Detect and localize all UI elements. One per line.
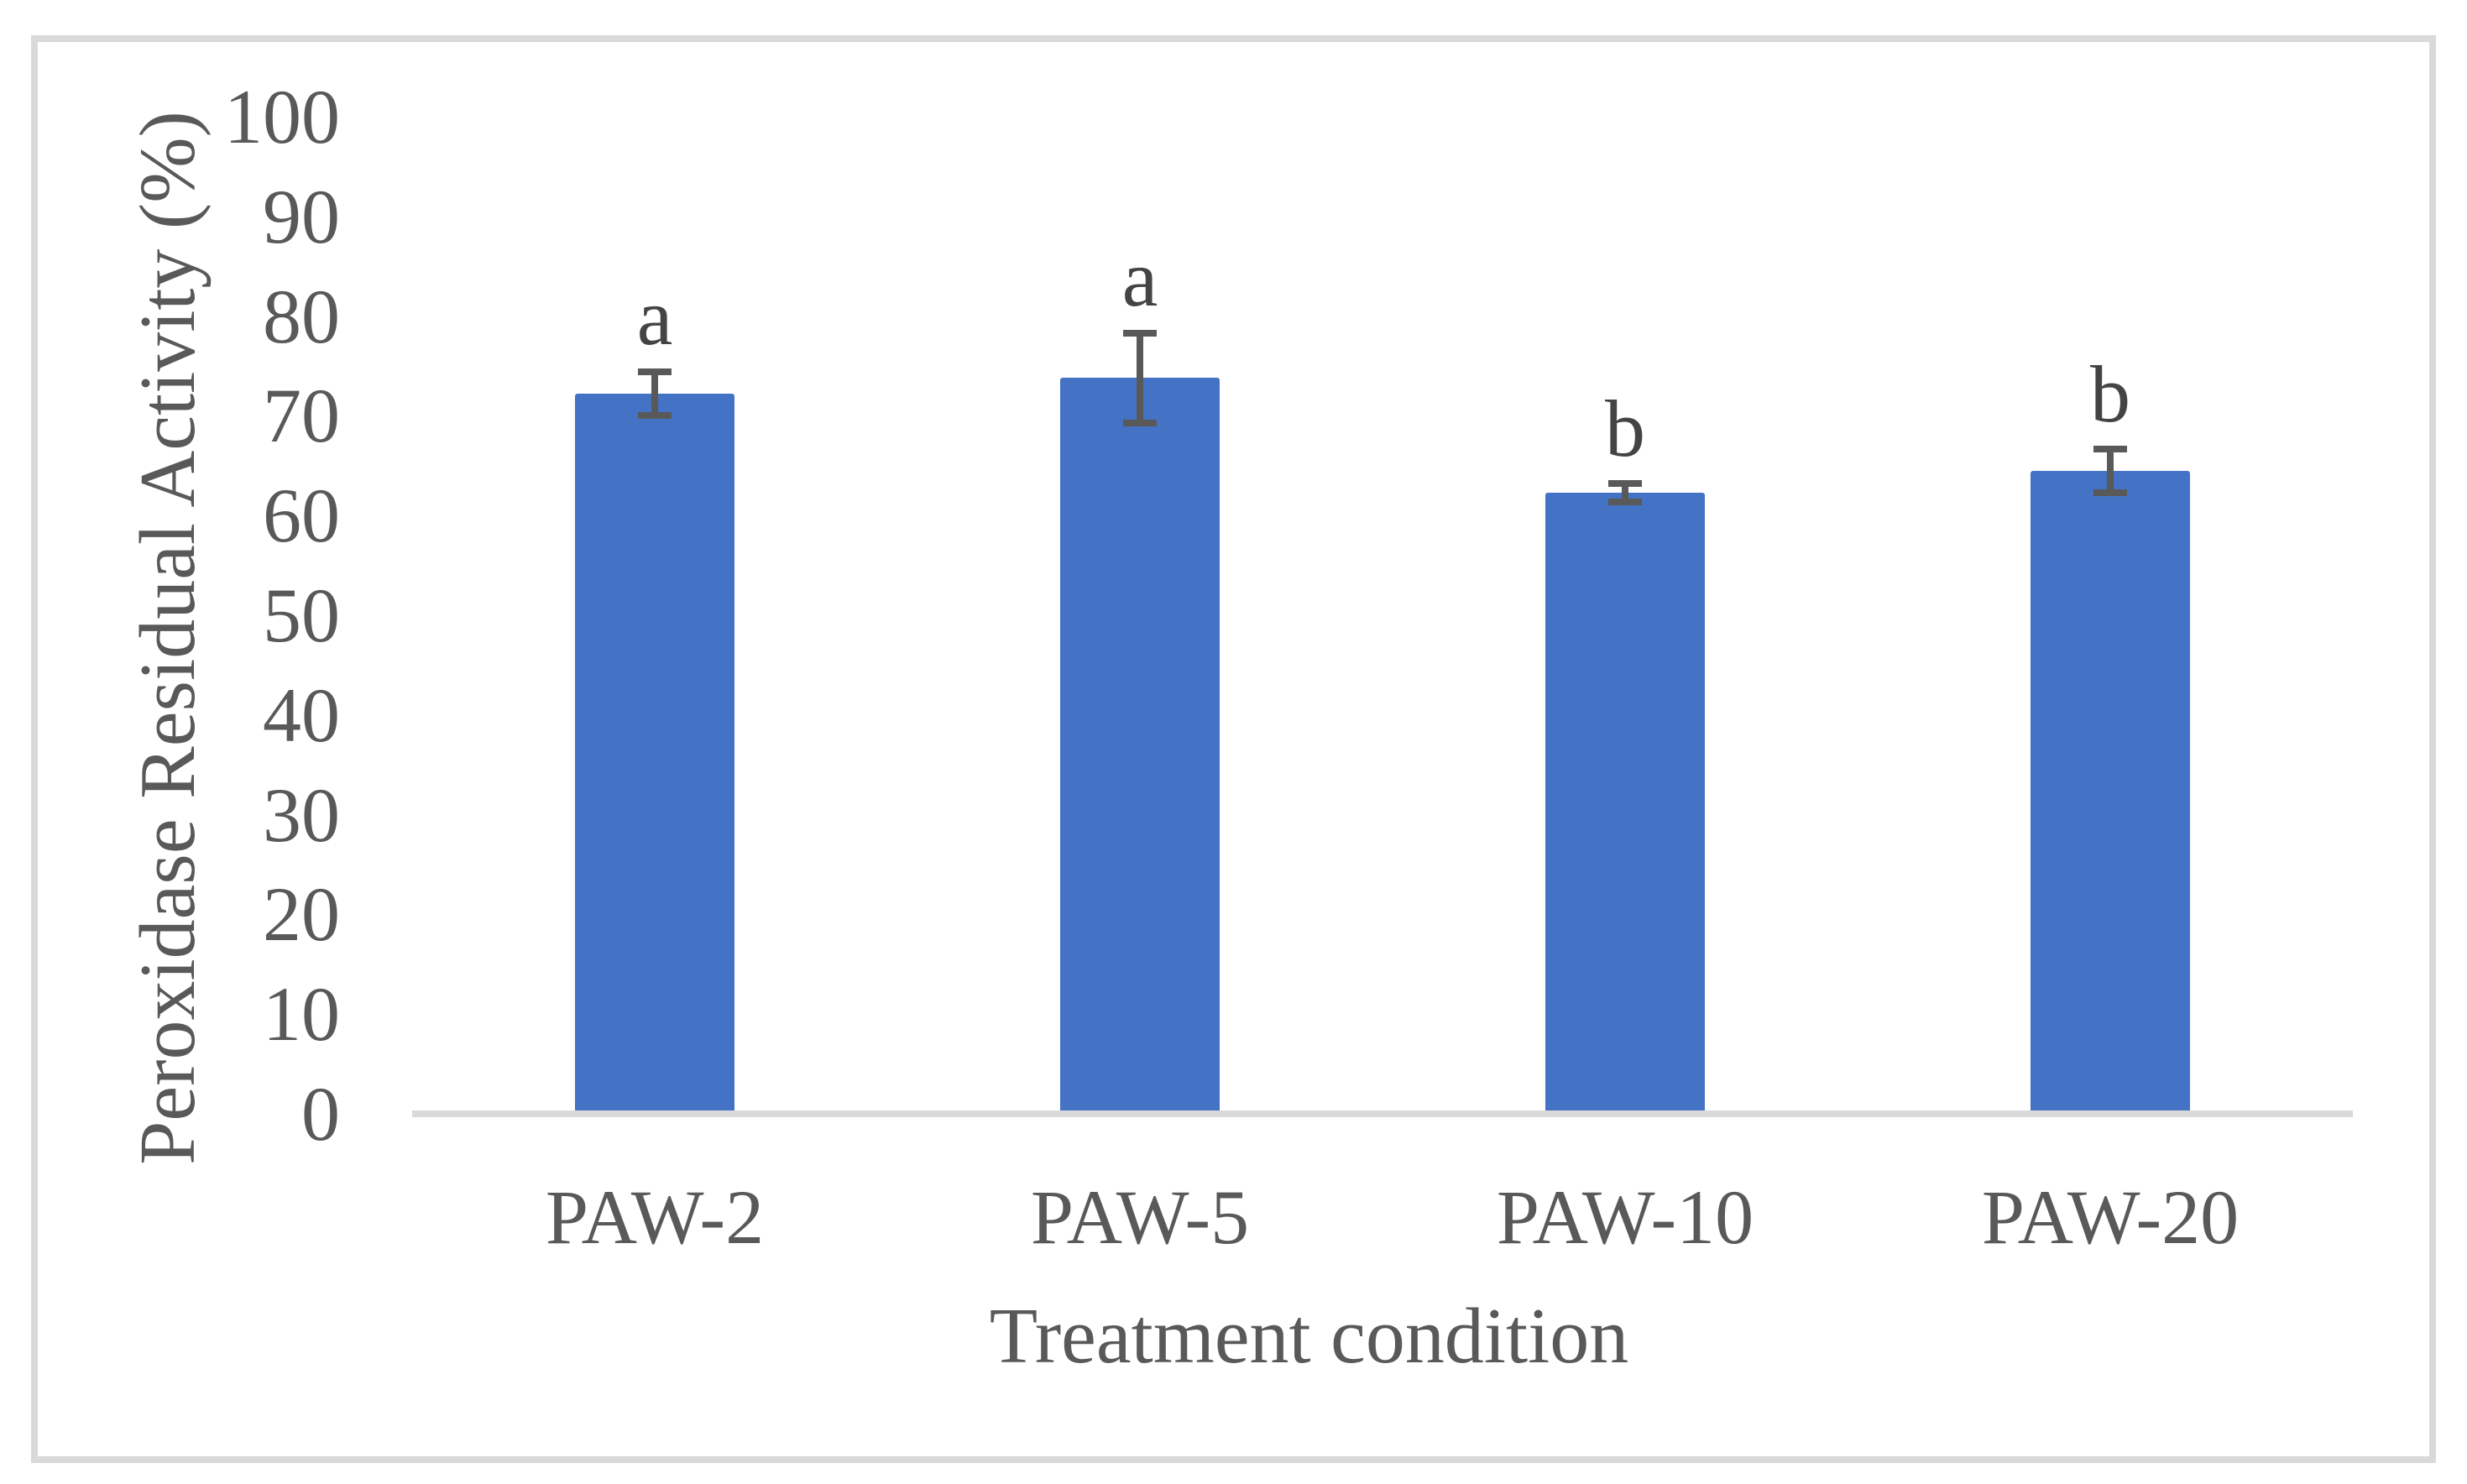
x-axis-line <box>412 1110 2353 1117</box>
error-bar-whisker <box>1137 332 1143 423</box>
y-tick-label: 80 <box>263 273 340 359</box>
x-axis-title: Treatment condition <box>0 1291 2467 1382</box>
x-category-label: PAW-10 <box>1496 1174 1754 1260</box>
x-category-label: PAW-2 <box>545 1174 765 1260</box>
error-bar-top-cap <box>2093 445 2127 452</box>
error-bar-bottom-cap <box>638 412 672 420</box>
y-tick-label: 70 <box>263 373 340 459</box>
y-tick-label: 40 <box>263 671 340 758</box>
y-tick-label: 30 <box>263 771 340 858</box>
y-tick-label: 100 <box>224 74 340 159</box>
y-tick-label: 10 <box>263 971 340 1058</box>
error-bar-bottom-cap <box>1608 498 1642 505</box>
bar <box>1545 492 1705 1110</box>
y-tick-label: 0 <box>301 1071 340 1157</box>
y-tick-label: 50 <box>263 572 340 658</box>
x-category-label: PAW-5 <box>1030 1174 1250 1260</box>
significance-letter: b <box>2090 348 2130 439</box>
error-bar-top-cap <box>1123 329 1157 337</box>
bar <box>575 394 734 1110</box>
figure-border <box>31 35 2436 1463</box>
error-bar-bottom-cap <box>1123 419 1157 426</box>
significance-letter: b <box>1605 384 1645 474</box>
significance-letter: a <box>1121 233 1158 323</box>
significance-letter: a <box>636 272 673 363</box>
x-axis-title-text: Treatment condition <box>989 1293 1629 1380</box>
y-tick-label: 20 <box>263 871 340 958</box>
x-category-label: PAW-20 <box>1981 1174 2240 1260</box>
bar <box>2031 470 2190 1110</box>
error-bar-top-cap <box>638 368 672 376</box>
error-bar-whisker <box>1622 483 1628 502</box>
bar <box>1060 378 1220 1110</box>
error-bar-whisker <box>2107 448 2114 493</box>
y-tick-label: 90 <box>263 173 340 259</box>
error-bar-top-cap <box>1608 480 1642 488</box>
error-bar-whisker <box>651 372 658 416</box>
error-bar-bottom-cap <box>2093 489 2127 496</box>
y-tick-label: 60 <box>263 473 340 559</box>
